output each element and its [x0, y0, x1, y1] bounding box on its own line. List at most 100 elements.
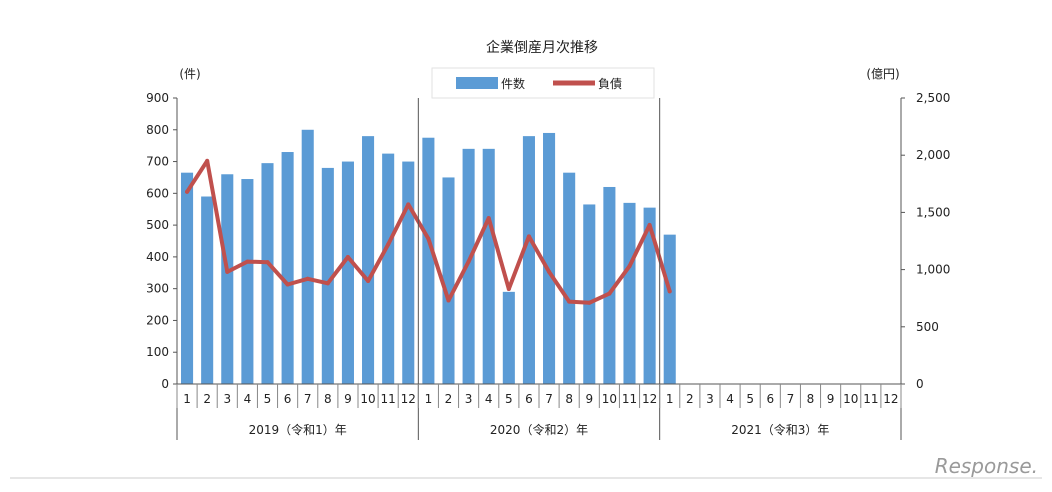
x-tick-label: 4: [726, 392, 734, 406]
x-tick-label: 3: [465, 392, 473, 406]
debt-point: [285, 282, 290, 287]
right-axis-unit: (億円): [866, 67, 899, 81]
axes: 0 100 200 300 400 500 600 700 800 900 0 500 1,000 1,5…: [146, 91, 950, 440]
x-tick-label: 10: [602, 392, 617, 406]
x-tick-label: 4: [244, 392, 252, 406]
bar: [181, 172, 194, 384]
year-label: 2021（令和3）年: [731, 422, 829, 437]
bar: [321, 167, 334, 384]
debt-point: [305, 276, 310, 281]
debt-point: [526, 234, 531, 239]
left-tick-label: 200: [146, 313, 169, 327]
x-tick-label: 2: [686, 392, 694, 406]
debt-point: [627, 264, 632, 269]
right-tick-label: 500: [916, 320, 939, 334]
debt-point: [506, 287, 511, 292]
x-tick-label: 7: [304, 392, 312, 406]
bar: [301, 129, 314, 384]
year-label: 2020（令和2）年: [490, 422, 588, 437]
left-tick-label: 400: [146, 250, 169, 264]
x-tick-label: 2: [445, 392, 453, 406]
bar: [603, 186, 616, 384]
x-tick-label: 11: [622, 392, 637, 406]
x-tick-label: 1: [183, 392, 191, 406]
right-tick-label: 0: [916, 377, 924, 391]
bar: [623, 202, 636, 384]
debt-point: [406, 202, 411, 207]
right-tick-label: 1,000: [916, 263, 950, 277]
bar: [261, 163, 274, 384]
debt-point: [587, 300, 592, 305]
debt-point: [366, 279, 371, 284]
legend: 件数 負債: [431, 67, 655, 99]
left-tick-label: 300: [146, 282, 169, 296]
debt-point: [426, 236, 431, 241]
bar: [221, 174, 234, 384]
left-tick-label: 0: [161, 377, 169, 391]
debt-point: [607, 291, 612, 296]
x-tick-label: 9: [344, 392, 352, 406]
debt-point: [325, 281, 330, 286]
right-tick-label: 2,500: [916, 91, 950, 105]
right-tick-label: 2,000: [916, 148, 950, 162]
legend-label-count: 件数: [501, 76, 525, 91]
left-tick-label: 600: [146, 186, 169, 200]
x-tick-label: 12: [642, 392, 657, 406]
bar: [402, 161, 415, 384]
bar: [543, 132, 556, 384]
left-tick-label: 700: [146, 155, 169, 169]
x-tick-label: 3: [706, 392, 714, 406]
debt-point: [345, 255, 350, 260]
debt-point: [547, 269, 552, 274]
year-label: 2019（令和1）年: [249, 422, 347, 437]
x-tick-label: 6: [766, 392, 774, 406]
bar: [281, 152, 294, 384]
x-tick-label: 6: [284, 392, 292, 406]
x-tick-label: 1: [666, 392, 674, 406]
legend-label-debt: 負債: [598, 76, 622, 91]
x-tick-label: 9: [585, 392, 593, 406]
x-tick-label: 5: [746, 392, 754, 406]
x-tick-label: 3: [223, 392, 231, 406]
line-series: [185, 158, 672, 305]
x-tick-label: 4: [485, 392, 493, 406]
x-tick-label: 6: [525, 392, 533, 406]
bar-series: [181, 129, 676, 384]
x-tick-label: 9: [827, 392, 835, 406]
bar: [422, 137, 435, 384]
bar: [382, 153, 395, 384]
response-logo: Response.: [935, 454, 1038, 478]
debt-point: [265, 260, 270, 265]
right-tick-label: 1,500: [916, 205, 950, 219]
bar: [442, 177, 455, 384]
left-tick-label: 800: [146, 123, 169, 137]
x-tick-label: 8: [324, 392, 332, 406]
debt-point: [567, 299, 572, 304]
bar: [482, 148, 495, 384]
x-tick-label: 5: [505, 392, 513, 406]
x-tick-label: 12: [883, 392, 898, 406]
left-tick-label: 500: [146, 218, 169, 232]
bar: [462, 148, 475, 384]
debt-point: [225, 269, 230, 274]
debt-point: [185, 189, 190, 194]
debt-point: [486, 216, 491, 221]
chart-title: 企業倒産月次推移: [486, 39, 598, 56]
left-tick-label: 900: [146, 91, 169, 105]
debt-point: [647, 222, 652, 227]
x-tick-label: 7: [787, 392, 795, 406]
bar: [522, 136, 535, 384]
x-tick-label: 1: [425, 392, 433, 406]
bar: [643, 207, 656, 384]
x-tick-label: 10: [843, 392, 858, 406]
legend-swatch-bar: [456, 77, 498, 89]
bar: [362, 136, 375, 384]
x-tick-label: 7: [545, 392, 553, 406]
bar: [341, 161, 354, 384]
x-tick-label: 2: [203, 392, 211, 406]
x-tick-label: 8: [565, 392, 573, 406]
x-tick-label: 10: [360, 392, 375, 406]
debt-point: [386, 242, 391, 247]
debt-point: [667, 289, 672, 294]
